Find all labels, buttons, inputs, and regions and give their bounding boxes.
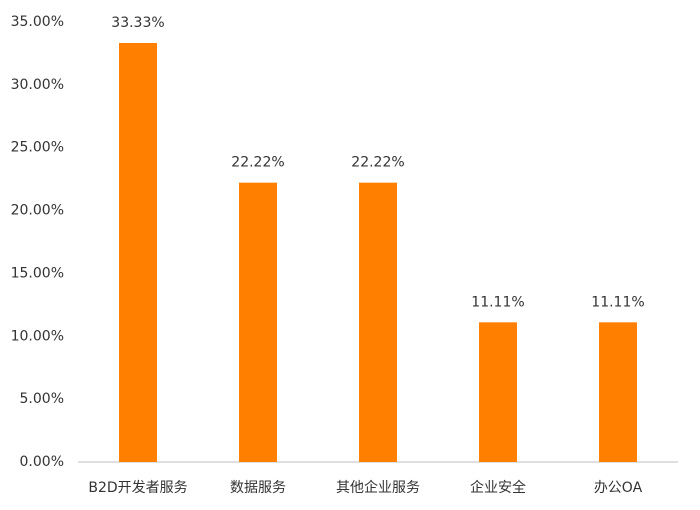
- y-tick-label: 20.00%: [11, 203, 64, 219]
- bar: [119, 42, 157, 462]
- y-tick-label: 0.00%: [20, 454, 64, 470]
- x-tick-label: 数据服务: [230, 480, 286, 496]
- bar: [479, 322, 517, 462]
- value-label: 22.22%: [351, 155, 404, 171]
- y-tick-label: 30.00%: [11, 77, 64, 93]
- y-tick-label: 25.00%: [11, 140, 64, 156]
- y-tick-label: 10.00%: [11, 328, 64, 344]
- x-tick-label: 其他企业服务: [336, 479, 420, 496]
- x-tick-label: 办公OA: [594, 480, 643, 496]
- bar: [239, 182, 277, 463]
- y-tick-label: 5.00%: [20, 391, 64, 407]
- x-tick-label: 企业安全: [470, 479, 526, 496]
- bar: [599, 322, 637, 462]
- x-tick-label: B2D开发者服务: [88, 480, 187, 496]
- value-label: 11.11%: [591, 294, 644, 310]
- y-tick-label: 35.00%: [11, 14, 64, 30]
- y-tick-label: 15.00%: [11, 265, 64, 281]
- value-label: 33.33%: [111, 15, 164, 31]
- bar: [359, 182, 397, 463]
- value-label: 22.22%: [231, 155, 284, 171]
- value-label: 11.11%: [471, 294, 524, 310]
